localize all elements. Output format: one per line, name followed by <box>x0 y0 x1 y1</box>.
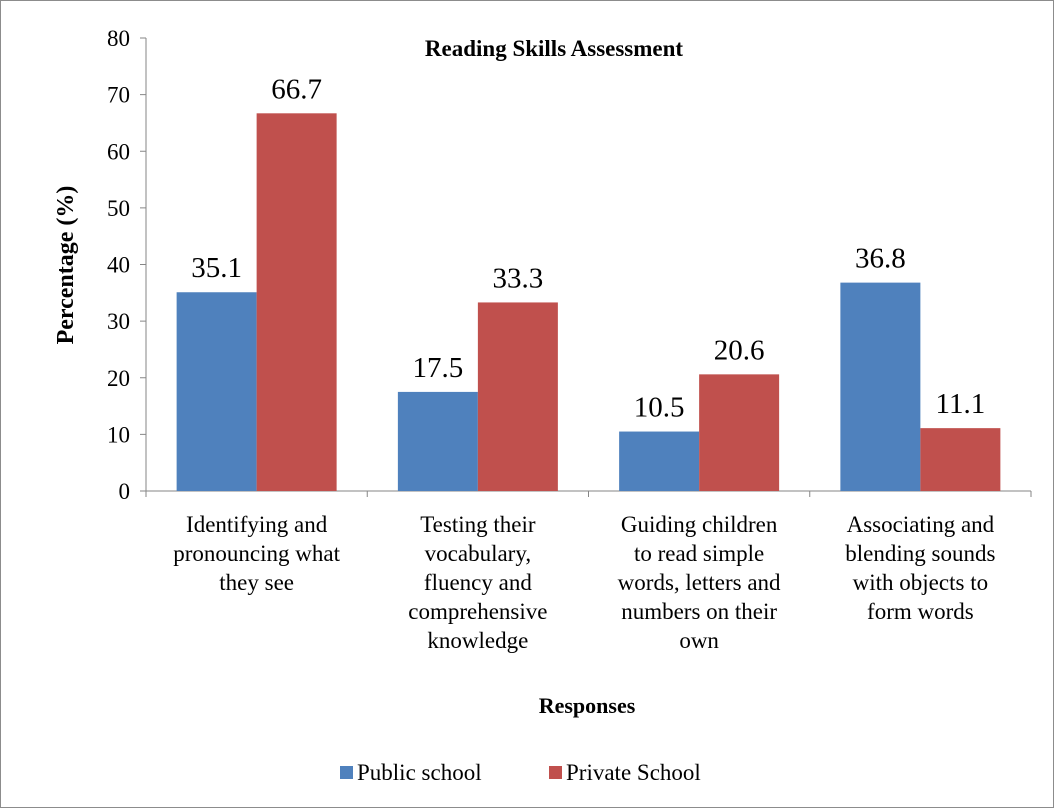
y-tick-label: 70 <box>107 83 130 108</box>
x-axis-label: Responses <box>539 693 636 718</box>
y-tick-label: 20 <box>107 366 130 391</box>
x-tick-label: fluency and <box>424 570 532 595</box>
data-label: 66.7 <box>271 73 322 105</box>
bar-private-1 <box>477 302 558 491</box>
x-tick-label: own <box>679 628 719 653</box>
data-label: 35.1 <box>191 252 242 284</box>
y-tick-label: 60 <box>107 139 130 164</box>
y-tick-label: 80 <box>107 26 130 51</box>
bar-private-2 <box>699 374 780 491</box>
x-tick-label: comprehensive <box>408 599 547 624</box>
legend-swatch <box>549 766 562 779</box>
data-label: 33.3 <box>493 262 544 294</box>
y-tick-label: 50 <box>107 196 130 221</box>
bar-public-1 <box>397 391 478 491</box>
bar-public-3 <box>840 282 921 491</box>
data-label: 10.5 <box>634 392 685 424</box>
y-axis-label: Percentage (%) <box>53 186 79 345</box>
x-tick-label: to read simple <box>634 541 764 566</box>
x-tick-label: they see <box>219 570 294 595</box>
y-ticks: 0 10 20 30 40 50 60 70 80 <box>107 26 146 504</box>
legend-swatch <box>340 766 353 779</box>
y-tick-label: 10 <box>107 422 130 447</box>
bars <box>176 113 1001 491</box>
y-tick-label: 40 <box>107 253 130 278</box>
y-tick-label: 30 <box>107 309 130 334</box>
x-tick-label: Testing their <box>420 512 536 537</box>
x-tick-label: numbers on their <box>621 599 777 624</box>
x-tick-label: with objects to <box>853 570 988 595</box>
data-label: 17.5 <box>413 352 464 384</box>
legend-label: Private School <box>566 760 701 785</box>
x-tick-label: Associating and <box>847 512 995 537</box>
x-tick-label: words, letters and <box>618 570 781 595</box>
bar-public-2 <box>619 431 700 491</box>
x-tick-label: vocabulary, <box>425 541 531 566</box>
category-labels: Identifying and pronouncing what they see T… <box>173 512 995 653</box>
bar-public-0 <box>176 292 257 491</box>
x-tick-label: knowledge <box>427 628 528 653</box>
chart-title: Reading Skills Assessment <box>425 36 684 61</box>
x-tick-label: Guiding children <box>621 512 778 537</box>
y-tick-label: 0 <box>119 479 131 504</box>
bar-private-3 <box>920 428 1001 491</box>
x-tick-label: form words <box>867 599 974 624</box>
x-tick-label: pronouncing what <box>173 541 340 566</box>
data-label: 20.6 <box>714 334 765 366</box>
value-labels: 35.1 66.7 17.5 33.3 10.5 20.6 36.8 11.1 <box>191 73 985 423</box>
data-label: 11.1 <box>936 388 986 420</box>
bar-private-0 <box>256 113 337 491</box>
x-tick-label: Identifying and <box>186 512 328 537</box>
legend-label: Public school <box>357 760 482 785</box>
legend: Public school Private School <box>340 760 701 785</box>
x-tick-label: blending sounds <box>845 541 995 566</box>
data-label: 36.8 <box>855 243 906 275</box>
